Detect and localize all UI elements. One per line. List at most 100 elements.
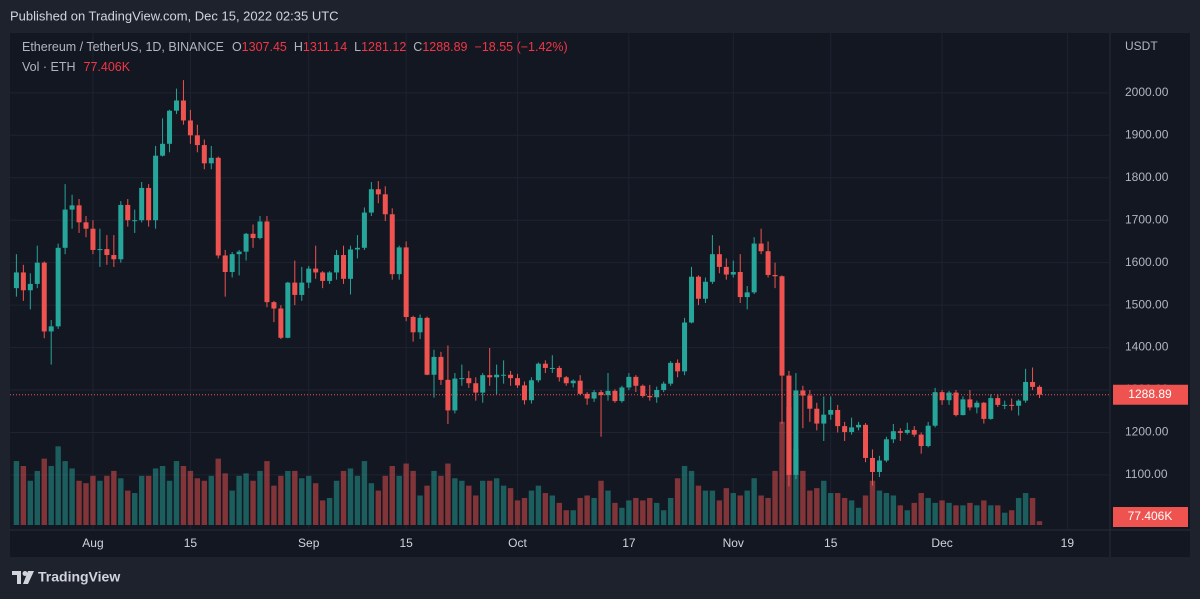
candle-body	[863, 424, 869, 458]
candle-body	[904, 429, 910, 433]
x-tick-label: 19	[1061, 536, 1075, 550]
x-tick-label: 15	[184, 536, 198, 550]
y-tick-label: 1700.00	[1125, 212, 1169, 226]
volume-bar	[20, 466, 27, 525]
candle-body	[821, 414, 827, 424]
candle-body	[591, 392, 597, 399]
candle-body	[842, 426, 848, 433]
volume-bar	[681, 466, 688, 525]
volume-bar	[1015, 497, 1022, 525]
symbol: Ethereum / TetherUS, 1D, BINANCE	[22, 40, 224, 54]
volume-bar	[493, 478, 500, 525]
volume-bar	[834, 493, 841, 525]
ohlc-letter: O	[232, 40, 242, 54]
y-tick-label: 1200.00	[1125, 425, 1169, 439]
candle-body	[974, 402, 980, 408]
y-tick-label: 1800.00	[1125, 170, 1169, 184]
candle-body	[626, 376, 632, 388]
candle-body	[883, 439, 889, 461]
candle-body	[515, 378, 521, 386]
candle-body	[1016, 400, 1022, 406]
volume-bar	[229, 490, 235, 525]
candle-body	[250, 233, 256, 239]
candle-body	[584, 393, 590, 399]
grid	[10, 33, 1110, 530]
candle-body	[953, 392, 959, 416]
candle-body	[619, 387, 625, 402]
volume-bar	[34, 470, 40, 525]
volume-bar	[13, 461, 20, 525]
volume-bar	[1022, 493, 1029, 525]
x-tick-label: 17	[622, 536, 636, 550]
candle-body	[438, 356, 444, 380]
ohlc-value: 1281.12	[361, 40, 406, 54]
x-tick-label: Nov	[723, 536, 744, 550]
candle-body	[897, 431, 903, 433]
volume-bar	[145, 475, 152, 525]
candle-body	[758, 243, 764, 252]
volume-bar	[396, 475, 402, 525]
candle-body	[341, 255, 347, 279]
candle-body	[633, 376, 639, 386]
volume-bar	[960, 505, 966, 525]
candle-body	[939, 392, 945, 401]
candle-body	[368, 189, 374, 213]
volume-bar	[925, 497, 931, 525]
volume-bar	[716, 500, 723, 525]
candle-body	[737, 272, 743, 298]
candle-body	[1037, 386, 1043, 395]
candle-body	[34, 262, 40, 284]
candle-body	[682, 322, 688, 372]
volume-bar	[779, 421, 785, 525]
volume-bar	[883, 493, 890, 525]
footer-brand: TradingView	[38, 569, 120, 585]
candle-body	[62, 209, 68, 248]
candle-body	[689, 276, 695, 323]
volume-bar	[674, 478, 681, 525]
volume-bar	[598, 480, 604, 525]
candle-body	[313, 268, 319, 273]
volume-bar	[48, 466, 54, 525]
candle-body	[104, 249, 110, 256]
candle-body	[856, 424, 862, 428]
candle-body	[793, 390, 799, 475]
volume-bar	[333, 480, 340, 525]
volume-bar	[542, 493, 549, 525]
volume-bar	[347, 468, 354, 525]
candle-body	[201, 145, 207, 164]
candle-body	[890, 431, 896, 440]
candle-body	[570, 380, 576, 384]
volume-bar	[1036, 521, 1043, 525]
volume-bar	[772, 470, 778, 525]
candle-body	[229, 254, 235, 273]
volume-bar	[841, 497, 848, 525]
volume-bar	[640, 500, 646, 525]
volume-bar	[876, 490, 883, 525]
volume-bar	[83, 483, 89, 525]
candle-body	[786, 375, 792, 475]
candle-body	[236, 251, 242, 255]
volume-bar	[563, 510, 569, 525]
volume-bar	[591, 497, 597, 525]
candle-body	[744, 292, 750, 298]
candle-body	[480, 375, 486, 393]
volume-bar	[250, 480, 256, 525]
volume-bar	[306, 475, 312, 525]
volume-bar	[152, 468, 159, 525]
volume-bar	[389, 466, 395, 525]
candle-body	[375, 189, 381, 195]
price-pane	[10, 80, 1110, 487]
candle-body	[807, 395, 813, 409]
volume-bar	[55, 446, 61, 525]
candle-body	[911, 429, 917, 435]
volume-bar	[535, 485, 542, 525]
candle-body	[41, 262, 47, 332]
volume-bar	[584, 495, 590, 525]
candle-body	[459, 378, 465, 380]
candle-body	[194, 135, 200, 146]
volume-bar	[208, 475, 214, 525]
volume-bar	[939, 500, 945, 525]
candle-body	[828, 409, 834, 415]
candle-body	[946, 392, 952, 401]
